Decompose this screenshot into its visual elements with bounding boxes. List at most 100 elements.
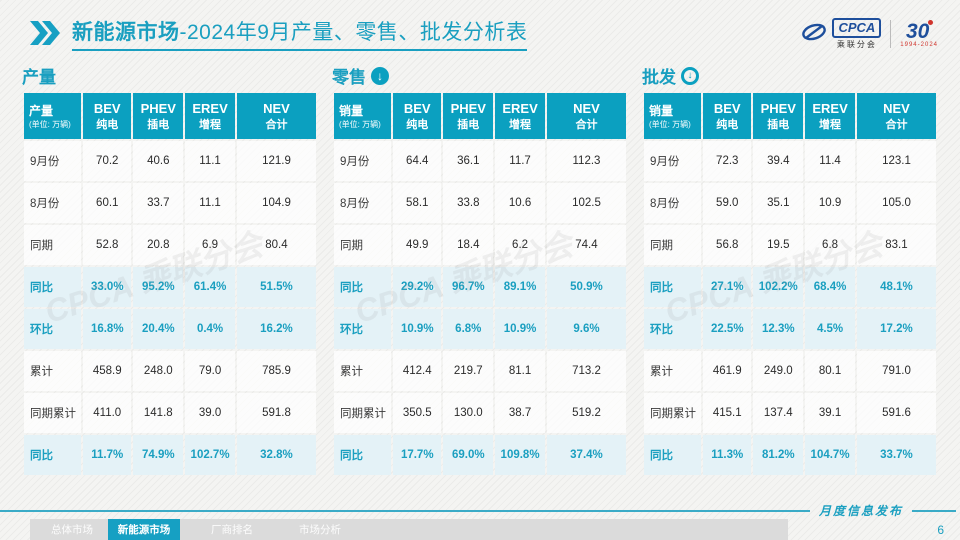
cell-value: 11.7% (83, 435, 132, 475)
row-label: 环比 (24, 309, 82, 349)
row-label: 同期累计 (334, 393, 392, 433)
column-header-cn: 插电 (147, 118, 170, 131)
cell-value: 50.9% (546, 267, 626, 307)
cell-value: 51.5% (236, 267, 316, 307)
cell-value: 32.8% (236, 435, 316, 475)
corner-header: 销量 (单位: 万辆) (334, 93, 392, 139)
cell-value: 102.7% (185, 435, 235, 475)
row-label: 同期累计 (644, 393, 702, 433)
section-title: 产量 (22, 68, 56, 87)
column-header: PHEV 插电 (753, 93, 804, 139)
table-row: 9月份 72.3 39.4 11.4 123.1 (644, 141, 936, 181)
row-label: 同比 (24, 267, 82, 307)
row-label: 9月份 (24, 141, 82, 181)
cell-value: 81.2% (753, 435, 804, 475)
table-row: 同期累计 411.0 141.8 39.0 591.8 (24, 393, 316, 433)
cell-value: 59.0 (703, 183, 752, 223)
footer-tab-1[interactable]: 总体市场 (51, 524, 93, 536)
cell-value: 39.4 (753, 141, 804, 181)
cell-value: 785.9 (236, 351, 316, 391)
cell-value: 36.1 (443, 141, 494, 181)
section-down-arrow-icon: ↓ (681, 66, 699, 85)
cell-value: 6.9 (185, 225, 235, 265)
column-header-cn: 合计 (265, 118, 288, 131)
column-header-en: NEV (263, 100, 290, 116)
cell-value: 17.2% (856, 309, 936, 349)
column-header-cn: 增程 (819, 118, 842, 131)
footer-rule-right (912, 509, 956, 512)
cell-value: 104.9 (236, 183, 316, 223)
cell-value: 38.7 (495, 393, 545, 433)
column-header-en: PHEV (450, 100, 486, 116)
production-table: 产量 (单位: 万辆) BEV 纯电 PHEV 插电 EREV 增程 NEV 合计 9月份 70.2… (22, 91, 318, 477)
table-row: 9月份 64.4 36.1 11.7 112.3 (334, 141, 626, 181)
page-number: 6 (937, 523, 944, 537)
cell-value: 350.5 (393, 393, 442, 433)
table-row: 8月份 60.1 33.7 11.1 104.9 (24, 183, 316, 223)
cell-value: 22.5% (703, 309, 752, 349)
cell-value: 96.7% (443, 267, 494, 307)
column-header: BEV 纯电 (393, 93, 442, 139)
cell-value: 49.9 (393, 225, 442, 265)
column-header-en: EREV (812, 100, 848, 116)
column-header-en: PHEV (760, 100, 796, 116)
column-header: EREV 增程 (495, 93, 545, 139)
table-header-row: 销量 (单位: 万辆) BEV 纯电 PHEV 插电 EREV 增程 NEV 合计 (644, 93, 936, 139)
cell-value: 80.1 (805, 351, 855, 391)
row-label: 同比 (644, 435, 702, 475)
column-header-en: NEV (573, 100, 600, 116)
cell-value: 33.8 (443, 183, 494, 223)
row-label: 累计 (334, 351, 392, 391)
page-title-rest: -2024年9月产量、零售、批发分析表 (179, 21, 528, 44)
cell-value: 121.9 (236, 141, 316, 181)
cell-value: 411.0 (83, 393, 132, 433)
cell-value: 60.1 (83, 183, 132, 223)
cell-value: 68.4% (805, 267, 855, 307)
row-label: 同期 (24, 225, 82, 265)
row-label: 9月份 (334, 141, 392, 181)
cell-value: 33.7% (856, 435, 936, 475)
anniversary-30-logo: 30 1994-2024 (900, 19, 938, 48)
table-row: 同期累计 350.5 130.0 38.7 519.2 (334, 393, 626, 433)
cell-value: 102.2% (753, 267, 804, 307)
table-row: 同比 27.1% 102.2% 68.4% 48.1% (644, 267, 936, 307)
column-header-en: EREV (192, 100, 228, 116)
column-header: BEV 纯电 (703, 93, 752, 139)
retail-section: 零售 ↓ 销量 (单位: 万辆) BEV 纯电 PHEV 插电 EREV 增程 NEV 合计 9月… (332, 63, 628, 477)
row-label: 同比 (334, 267, 392, 307)
cell-value: 791.0 (856, 351, 936, 391)
cell-value: 70.2 (83, 141, 132, 181)
cell-value: 0.4% (185, 309, 235, 349)
retail-table: 销量 (单位: 万辆) BEV 纯电 PHEV 插电 EREV 增程 NEV 合计 9月份 64.4… (332, 91, 628, 477)
table-header-row: 销量 (单位: 万辆) BEV 纯电 PHEV 插电 EREV 增程 NEV 合计 (334, 93, 626, 139)
row-label: 同期 (334, 225, 392, 265)
cell-value: 123.1 (856, 141, 936, 181)
cell-value: 415.1 (703, 393, 752, 433)
section-title: 批发 (642, 68, 676, 87)
footer-rule-left (0, 509, 810, 512)
cell-value: 591.6 (856, 393, 936, 433)
cell-value: 248.0 (133, 351, 184, 391)
cpca-logo: CPCA 乘联分会 (801, 18, 882, 50)
cell-value: 130.0 (443, 393, 494, 433)
column-header-cn: 增程 (509, 118, 532, 131)
row-label: 累计 (644, 351, 702, 391)
footer-tab-3[interactable]: 厂商排名 (211, 524, 253, 536)
cell-value: 137.4 (753, 393, 804, 433)
table-row: 同比 17.7% 69.0% 109.8% 37.4% (334, 435, 626, 475)
footer-tab-2-active[interactable]: 新能源市场 (108, 519, 180, 540)
cell-value: 74.4 (546, 225, 626, 265)
cell-value: 104.7% (805, 435, 855, 475)
footer-tab-4[interactable]: 市场分析 (299, 524, 341, 536)
logo-divider (890, 20, 892, 48)
table-row: 8月份 59.0 35.1 10.9 105.0 (644, 183, 936, 223)
cell-value: 18.4 (443, 225, 494, 265)
table-row: 同期累计 415.1 137.4 39.1 591.6 (644, 393, 936, 433)
section-header: 零售 ↓ (332, 63, 628, 88)
row-label: 同期 (644, 225, 702, 265)
tables-row: 产量 产量 (单位: 万辆) BEV 纯电 PHEV 插电 EREV 增程 NEV 合计 9月份 7… (0, 63, 960, 477)
cell-value: 11.1 (185, 183, 235, 223)
cell-value: 39.1 (805, 393, 855, 433)
column-header-en: BEV (93, 100, 121, 116)
cell-value: 83.1 (856, 225, 936, 265)
